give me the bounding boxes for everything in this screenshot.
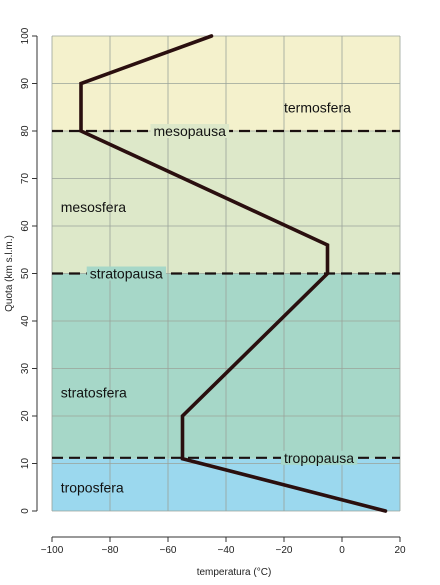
y-tick-label: 70	[20, 173, 31, 185]
layer-label-mesosfera: mesosfera	[61, 199, 127, 215]
x-tick-label: 20	[394, 545, 406, 556]
y-tick-label: 80	[20, 125, 31, 137]
x-tick-label: −60	[160, 545, 177, 556]
boundary-label-tropopausa: tropopausa	[284, 450, 354, 466]
axes-layer: 0 10 20 30 40 50 60 70 80 90 100 −100 −80 −60 −40 −20 0 2…	[4, 27, 406, 578]
layer-label-troposfera: troposfera	[61, 479, 124, 495]
x-tick-label: −20	[276, 545, 293, 556]
y-tick-label: 100	[20, 27, 31, 44]
x-tick-label: −80	[102, 545, 119, 556]
y-tick-label: 10	[20, 458, 31, 470]
layer-label-stratosfera: stratosfera	[61, 384, 127, 400]
boundary-label-bg	[86, 266, 167, 281]
y-tick-label: 90	[20, 78, 31, 90]
x-tick-label: −40	[218, 545, 235, 556]
boundary-label-mesopausa: mesopausa	[154, 123, 227, 139]
y-tick-label: 0	[20, 508, 31, 514]
x-tick-label: 0	[339, 545, 345, 556]
x-axis-title: temperatura (°C)	[197, 567, 272, 578]
y-tick-label: 30	[20, 363, 31, 375]
boundary-label-bg	[281, 450, 358, 465]
y-tick-label: 50	[20, 268, 31, 280]
temperature-profile-line	[79, 34, 388, 513]
series-layer	[79, 34, 388, 513]
layer-label-termosfera: termosfera	[284, 99, 351, 115]
y-axis-title: Quota (km s.l.m.)	[4, 235, 15, 312]
y-tick-label: 40	[20, 315, 31, 327]
y-tick-label: 20	[20, 410, 31, 422]
x-tick-label: −100	[41, 545, 64, 556]
y-tick-label: 60	[20, 220, 31, 232]
boundary-label-stratopausa: stratopausa	[90, 266, 163, 282]
boundary-label-bg	[150, 124, 230, 138]
label-layer: troposfera stratosfera mesosfera termosfera…	[61, 99, 358, 495]
